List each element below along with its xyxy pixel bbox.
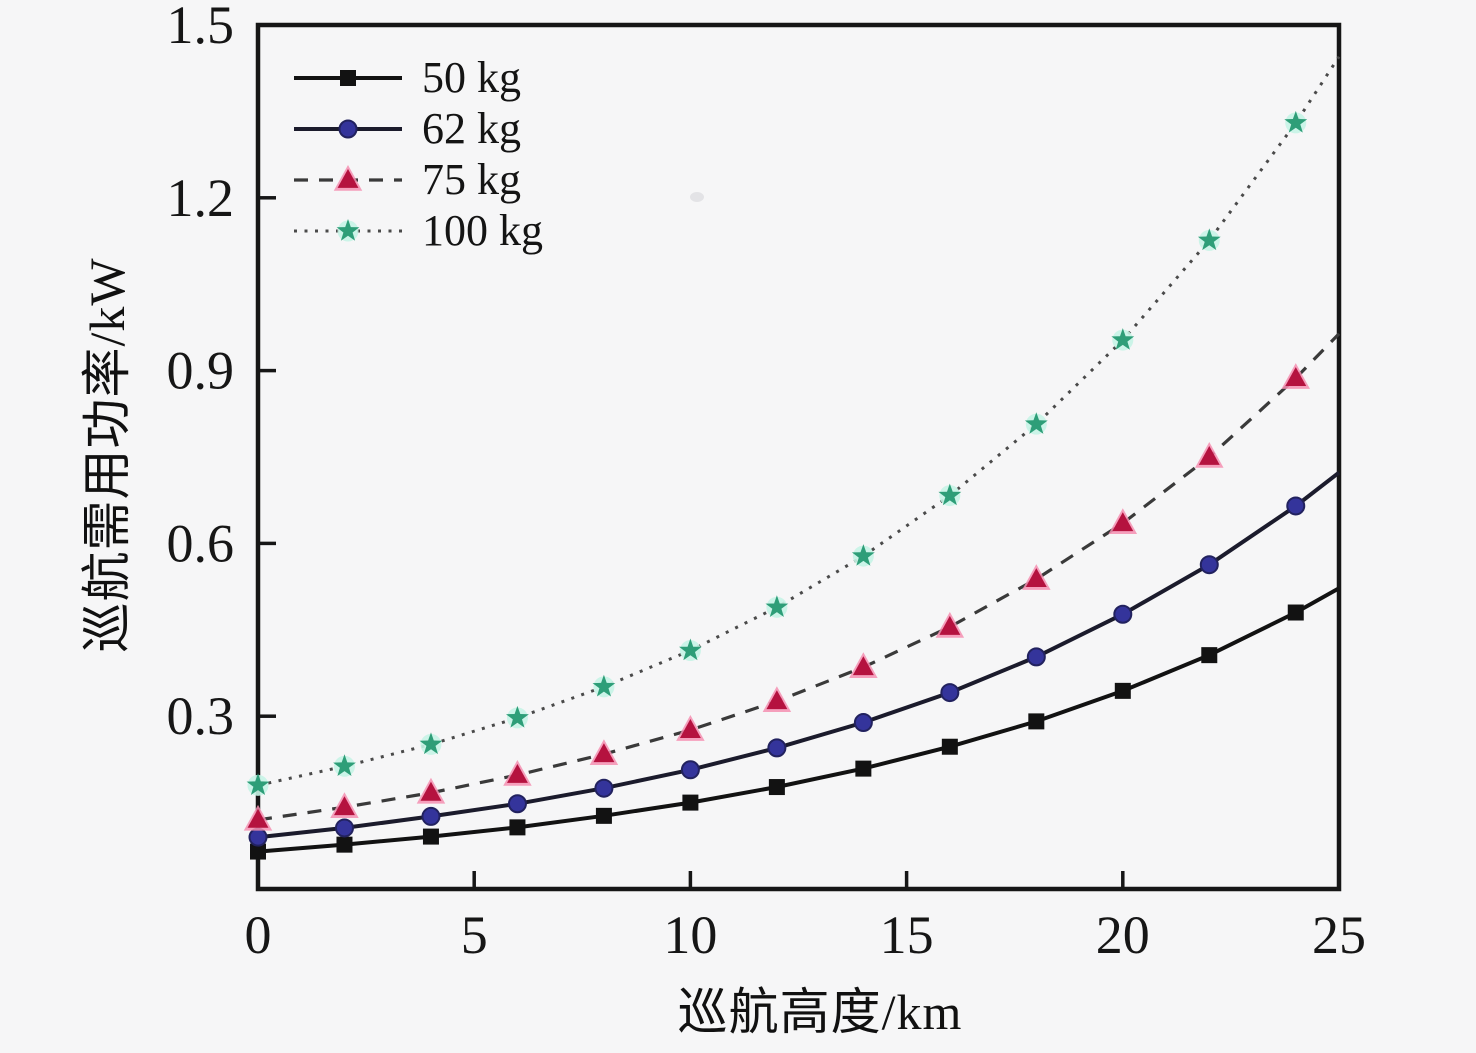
legend-item-100kg: 100 kg	[292, 205, 543, 256]
legend-label-62kg: 62 kg	[422, 103, 521, 153]
x-tick-label: 15	[880, 905, 934, 965]
legend-label-75kg: 75 kg	[422, 154, 521, 204]
y-tick-label: 0.3	[167, 686, 235, 746]
legend-label-100kg: 100 kg	[422, 205, 543, 255]
y-axis-title: 巡航需用功率/kW	[79, 257, 135, 653]
series-line-100kg	[257, 55, 1341, 787]
legend-item-62kg: 62 kg	[292, 103, 543, 154]
series-line-75kg	[257, 332, 1341, 822]
y-tick-label: 0.9	[167, 341, 235, 401]
x-tick-label: 25	[1312, 905, 1366, 965]
series-line-50kg	[257, 586, 1340, 854]
legend: 50 kg 62 kg 75 kg 100 kg	[292, 52, 543, 256]
y-tick-label: 1.2	[167, 168, 235, 228]
series-line-62kg	[257, 471, 1341, 840]
legend-swatch-50kg	[294, 69, 402, 86]
x-tick-label: 10	[663, 905, 717, 965]
x-axis-title: 巡航高度/km	[677, 984, 963, 1040]
legend-swatch-62kg	[294, 119, 402, 138]
legend-swatch-75kg	[294, 164, 402, 191]
legend-label-50kg: 50 kg	[422, 52, 521, 102]
series-markers-75kg	[243, 363, 1311, 831]
y-tick-label: 0.6	[167, 513, 235, 573]
y-tick-label: 1.5	[167, 0, 235, 55]
x-tick-label: 0	[245, 905, 272, 965]
series-markers-50kg	[250, 604, 1304, 860]
legend-item-50kg: 50 kg	[292, 52, 543, 103]
x-tick-label: 20	[1096, 905, 1150, 965]
legend-swatch-100kg	[294, 218, 402, 241]
x-tick-label: 5	[461, 905, 488, 965]
legend-item-75kg: 75 kg	[292, 154, 543, 205]
series-markers-100kg	[246, 110, 1308, 796]
